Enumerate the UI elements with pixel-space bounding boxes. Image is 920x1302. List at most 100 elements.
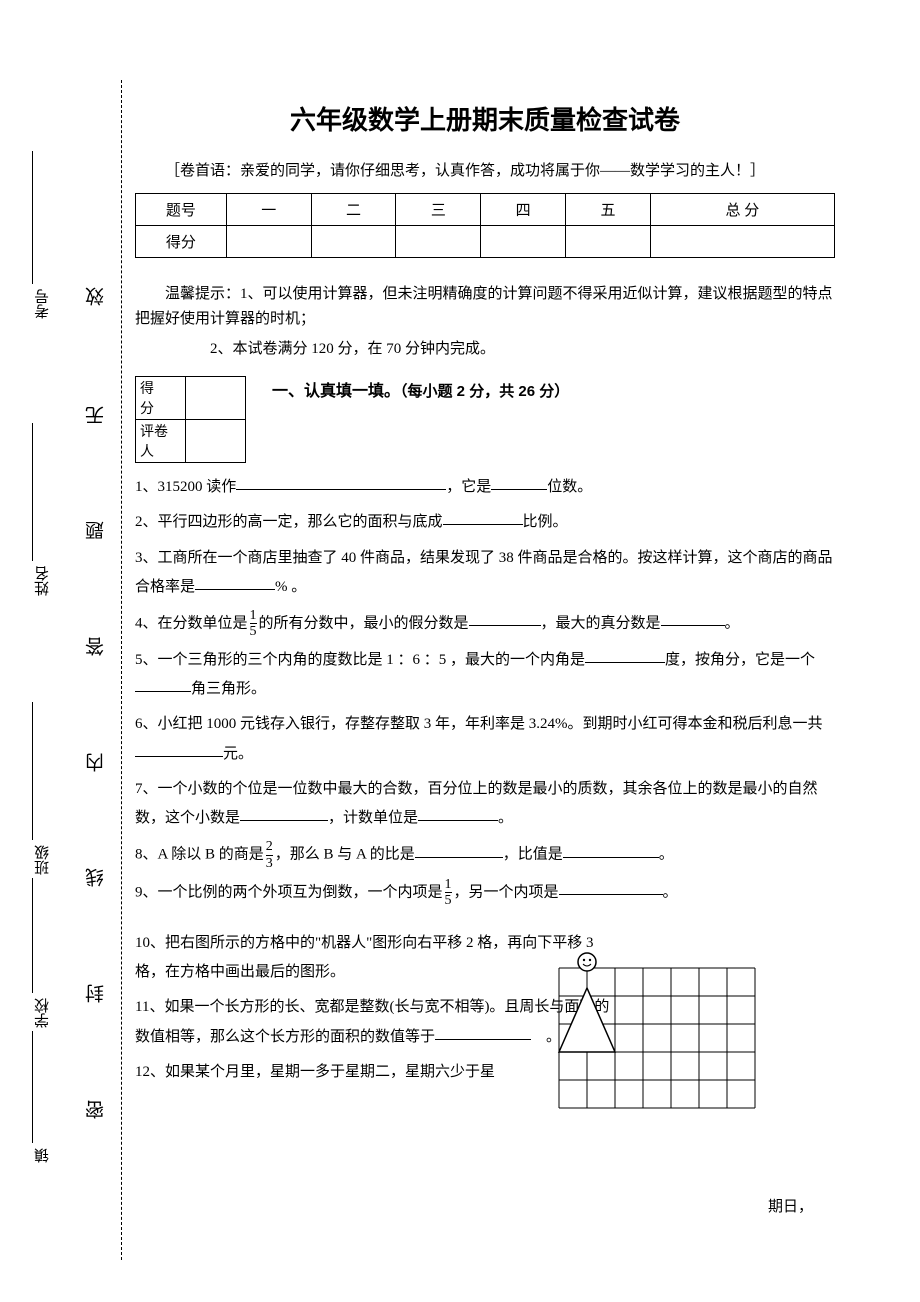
fraction-2-3: 23 [266,839,273,871]
q8-text-a: 8、A 除以 B 的商是 [135,847,264,863]
question-12: 12、如果某个月里，星期一多于星期二，星期六少于星 [135,1058,619,1087]
preface-text: ［卷首语：亲爱的同学，请你仔细思考，认真作答，成功将属于你——数学学习的主人！］ [135,159,835,185]
grader-table: 得 分 评卷人 [135,376,246,463]
q5-text-a: 5、一个三角形的三个内角的度数比是 1 ：6 ：5 ，最大的一个内角是 [135,652,585,668]
score-cell[interactable] [481,225,566,257]
seal-char-6: 无 [83,406,110,425]
margin-underline-4 [32,151,33,284]
q4-blank-2[interactable] [661,611,725,626]
margin-underline-3 [32,423,33,561]
question-7: 7、一个小数的个位是一位数中最大的合数，百分位上的数是最小的质数，其余各位上的数… [135,775,835,834]
grader-score-cell[interactable] [186,377,246,420]
score-cell[interactable] [226,225,311,257]
score-cell[interactable] [396,225,481,257]
question-3: 3、工商所在一个商店里抽查了 40 件商品，结果发现了 38 件商品是合格的。按… [135,544,835,603]
score-cell[interactable] [566,225,651,257]
margin-field-school: 学校 [32,998,53,1028]
seal-char-1: 封 [83,984,110,1003]
q2-blank-1[interactable] [443,510,523,525]
score-header-0: 题号 [136,193,227,225]
question-6: 6、小红把 1000 元钱存入银行，存整存整取 3 年，年利率是 3.24%。到… [135,710,835,769]
q2-text-b: 比例。 [523,514,568,530]
q5-blank-2[interactable] [135,677,191,692]
q8-blank-2[interactable] [563,843,659,858]
score-cell[interactable] [650,225,834,257]
q12-text-a: 12、如果某个月里，星期一多于星期二，星期六少于星 [135,1064,495,1080]
q4-text-a: 4、在分数单位是 [135,615,248,631]
score-header-6: 总 分 [650,193,834,225]
document-content: 六年级数学上册期末质量检查试卷 ［卷首语：亲爱的同学，请你仔细思考，认真作答，成… [135,100,835,1093]
q5-text-b: 度，按角分，它是一个 [665,652,815,668]
frac-num: 1 [445,877,452,892]
hint-2: 2、本试卷满分 120 分，在 70 分钟内完成。 [135,337,835,363]
q9-text-a: 9、一个比例的两个外项互为倒数，一个内项是 [135,884,443,900]
q5-blank-1[interactable] [585,648,665,663]
score-header-4: 四 [481,193,566,225]
seal-char-7: 效 [83,287,110,306]
hint-1: 温馨提示：1、可以使用计算器，但未注明精确度的计算问题不得采用近似计算，建议根据… [135,282,835,333]
q6-text-b: 元。 [223,746,253,762]
q11-blank-1[interactable] [435,1025,531,1040]
q5-text-c: 角三角形。 [191,681,266,697]
q8-text-d: 。 [659,847,674,863]
section-1-title: 一、认真填一填。（每小题 2 分，共 26 分） [272,376,569,401]
q8-text-c: ，比值是 [503,847,563,863]
question-11: 11、如果一个长方形的长、宽都是整数(长与宽不相等)。且周长与面积的数值相等，那… [135,993,619,1052]
frac-den: 5 [250,623,257,639]
score-header-1: 一 [226,193,311,225]
q7-blank-1[interactable] [240,806,328,821]
margin-field-name: 姓名 [32,566,53,596]
q1-text-c: 位数。 [547,479,592,495]
score-row-label: 得分 [136,225,227,257]
q7-text-b: ，计数单位是 [328,810,418,826]
question-10: 10、把右图所示的方格中的"机器人"图形向右平移 2 格，再向下平移 3 格，在… [135,929,619,988]
q1-text-b: ，它是 [446,479,491,495]
margin-underline-1 [32,878,33,993]
grader-name-label: 评卷人 [136,420,186,463]
score-header-2: 二 [311,193,396,225]
q1-blank-2[interactable] [491,475,547,490]
document-title: 六年级数学上册期末质量检查试卷 [135,100,835,137]
question-1: 1、315200 读作，它是位数。 [135,473,835,502]
q4-text-d: 。 [725,615,740,631]
question-2: 2、平行四边形的高一定，那么它的面积与底成 比例。 [135,508,835,537]
score-header-5: 五 [566,193,651,225]
grader-name-cell[interactable] [186,420,246,463]
q12-text-b: 期日， [768,1195,813,1216]
section-1-subtitle: （每小题 2 分，共 26 分） [400,383,569,400]
question-8: 8、A 除以 B 的商是23，那么 B 与 A 的比是 ，比值是 。 [135,839,835,871]
score-cell[interactable] [311,225,396,257]
q8-text-b: ，那么 B 与 A 的比是 [275,847,415,863]
q1-blank-1[interactable] [236,475,446,490]
q8-blank-1[interactable] [415,843,503,858]
frac-num: 1 [250,608,257,623]
q4-text-c: ，最大的真分数是 [541,615,661,631]
q2-text-a: 2、平行四边形的高一定，那么它的面积与底成 [135,514,443,530]
frac-den: 5 [445,892,452,908]
fraction-1-5: 15 [250,608,257,640]
q4-blank-1[interactable] [469,611,541,626]
q6-text-a: 6、小红把 1000 元钱存入银行，存整存整取 3 年，年利率是 3.24%。到… [135,716,823,732]
section-1-title-text: 一、认真填一填。 [272,383,400,400]
q7-text-c: 。 [498,810,513,826]
q9-text-c: 。 [663,884,678,900]
question-9: 9、一个比例的两个外项互为倒数，一个内项是15，另一个内项是。 [135,877,835,909]
q3-text-b: % 。 [275,579,306,595]
q9-blank-1[interactable] [559,880,663,895]
seal-char-4: 答 [83,637,110,656]
q7-blank-2[interactable] [418,806,498,821]
binding-margin: 镇 学校 班级 姓名 考号 密 封 线 内 答 题 无 效 [0,80,130,1260]
seal-char-2: 线 [83,868,110,887]
seal-char-0: 密 [83,1100,110,1119]
robot-grid-figure [555,952,759,1110]
margin-underline-2 [32,702,33,840]
q3-blank-1[interactable] [195,575,275,590]
frac-num: 2 [266,839,273,854]
margin-field-class: 班级 [32,845,53,875]
question-5: 5、一个三角形的三个内角的度数比是 1 ：6 ：5 ，最大的一个内角是 度，按角分… [135,646,835,705]
seal-char-5: 题 [83,521,110,540]
q6-blank-1[interactable] [135,742,223,757]
seal-char-3: 内 [83,753,110,772]
grader-score-label: 得 分 [136,377,186,420]
q4-text-b: 的所有分数中，最小的假分数是 [259,615,469,631]
